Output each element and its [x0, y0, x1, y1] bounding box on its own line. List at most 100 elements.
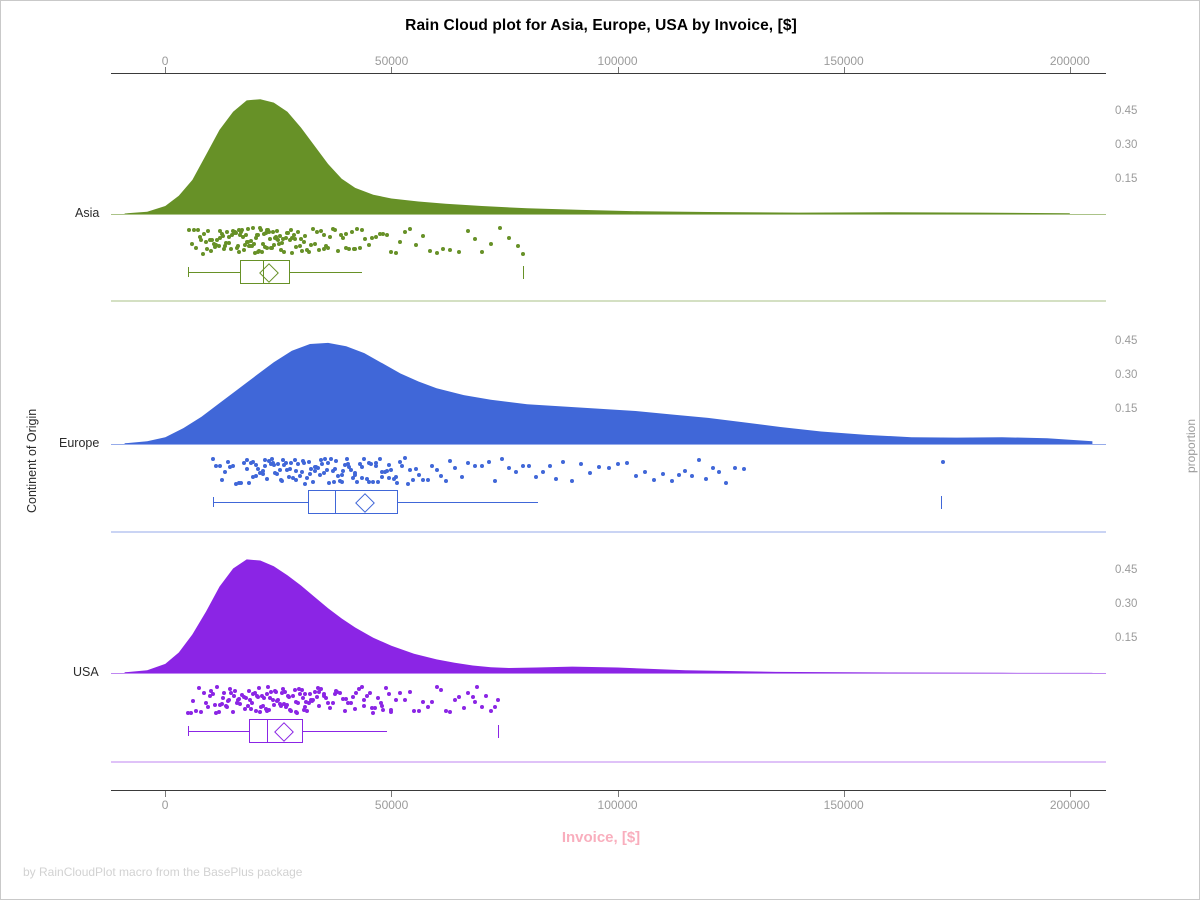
rain-dot	[308, 466, 313, 471]
rain-dot	[353, 706, 358, 711]
rain-dot	[733, 465, 738, 470]
rain-dot	[364, 476, 369, 481]
proportion-tick-label: 0.45	[1115, 563, 1138, 576]
rain-dot	[236, 228, 241, 233]
rain-dot	[513, 470, 518, 475]
rain-dot	[405, 481, 410, 486]
rain-dot	[283, 461, 288, 466]
rain-dot	[651, 477, 656, 482]
rain-dot	[288, 707, 293, 712]
rain-dot	[380, 469, 385, 474]
rain-dot	[369, 461, 374, 466]
rain-dot	[308, 472, 312, 477]
rain-dot	[356, 687, 361, 692]
rain-dot	[321, 471, 326, 476]
rain-dot	[330, 701, 335, 706]
rain-dot	[570, 478, 575, 483]
rain-dot	[251, 226, 255, 230]
rain-dot	[215, 238, 220, 243]
rain-dot	[349, 229, 354, 234]
rain-dot	[298, 237, 303, 242]
top-axis-tick	[617, 67, 619, 73]
page-title: Rain Cloud plot for Asia, Europe, USA by…	[405, 17, 797, 34]
rain-dot	[346, 465, 351, 470]
rain-dot	[262, 458, 267, 463]
rain-dot	[540, 470, 545, 475]
rain-dot	[421, 477, 426, 482]
rain-dot	[493, 479, 498, 484]
rain-dot	[280, 457, 285, 462]
rain-dot	[270, 698, 275, 703]
rain-dot	[194, 245, 199, 250]
rain-dot	[220, 477, 225, 482]
rain-dot	[268, 237, 273, 242]
rain-dot	[238, 233, 243, 238]
rain-dot	[220, 702, 225, 707]
rain-dot	[265, 691, 270, 696]
rain-dot	[298, 692, 303, 697]
rain-dot	[240, 228, 245, 233]
rain-dot	[393, 251, 398, 256]
rain-dot	[228, 246, 233, 251]
rain-dot	[279, 703, 284, 708]
rain-dot	[319, 686, 324, 691]
rain-dot	[373, 461, 378, 466]
rain-dot	[344, 696, 349, 701]
rain-dot	[299, 687, 304, 692]
rain-dot	[615, 462, 620, 467]
rain-dot	[336, 473, 341, 478]
rain-dot	[216, 244, 221, 249]
rain-dot	[196, 686, 201, 691]
bottom-axis-tick	[1069, 791, 1071, 797]
rain-dot	[253, 236, 258, 241]
rain-dot	[430, 699, 435, 704]
y-axis-title: Continent of Origin	[25, 408, 39, 513]
rain-dot	[208, 249, 213, 254]
rain-dot	[222, 244, 227, 249]
rain-dot	[340, 697, 345, 702]
rain-dot	[205, 704, 210, 709]
rain-dot	[283, 704, 288, 709]
proportion-tick-label: 0.45	[1115, 104, 1138, 117]
rain-dot	[378, 456, 383, 461]
box-whisker-right	[289, 272, 362, 273]
rain-dot	[387, 463, 392, 468]
rain-dot	[278, 468, 283, 473]
box-whisker-right	[398, 502, 539, 503]
rain-dot	[264, 708, 269, 713]
rain-dot	[430, 464, 435, 469]
rain-dot	[322, 692, 327, 697]
rain-dot	[353, 247, 358, 252]
rain-dot	[416, 472, 421, 477]
rain-dot	[251, 460, 256, 465]
rain-dot	[448, 458, 453, 463]
rain-dot	[606, 465, 611, 470]
category-label-usa: USA	[73, 665, 99, 679]
rain-dot	[479, 464, 484, 469]
rain-dot	[213, 703, 218, 708]
rain-dot	[290, 251, 295, 256]
rain-dot	[319, 458, 324, 463]
rain-dot	[267, 708, 272, 713]
rain-dot	[252, 251, 257, 256]
top-axis-tick-label: 50000	[374, 54, 409, 68]
rain-dot	[332, 480, 337, 485]
rain-dot	[300, 695, 305, 700]
rain-dot	[334, 689, 339, 694]
secondary-y-axis-title: proportion	[1184, 418, 1198, 473]
rain-dot	[330, 468, 335, 473]
rain-dot	[243, 233, 248, 238]
rain-dot	[280, 687, 285, 692]
rain-dot	[332, 692, 337, 697]
rain-dot	[323, 244, 328, 249]
rain-dot	[394, 480, 399, 485]
rain-dot	[269, 690, 274, 695]
rain-dot	[285, 702, 290, 707]
bottom-axis-tick	[843, 791, 845, 797]
rain-dot	[191, 699, 196, 704]
category-label-europe: Europe	[59, 436, 100, 450]
rain-dot	[260, 469, 265, 474]
rain-dot	[457, 249, 462, 254]
rain-dot	[241, 460, 246, 465]
rain-dot	[263, 230, 268, 235]
